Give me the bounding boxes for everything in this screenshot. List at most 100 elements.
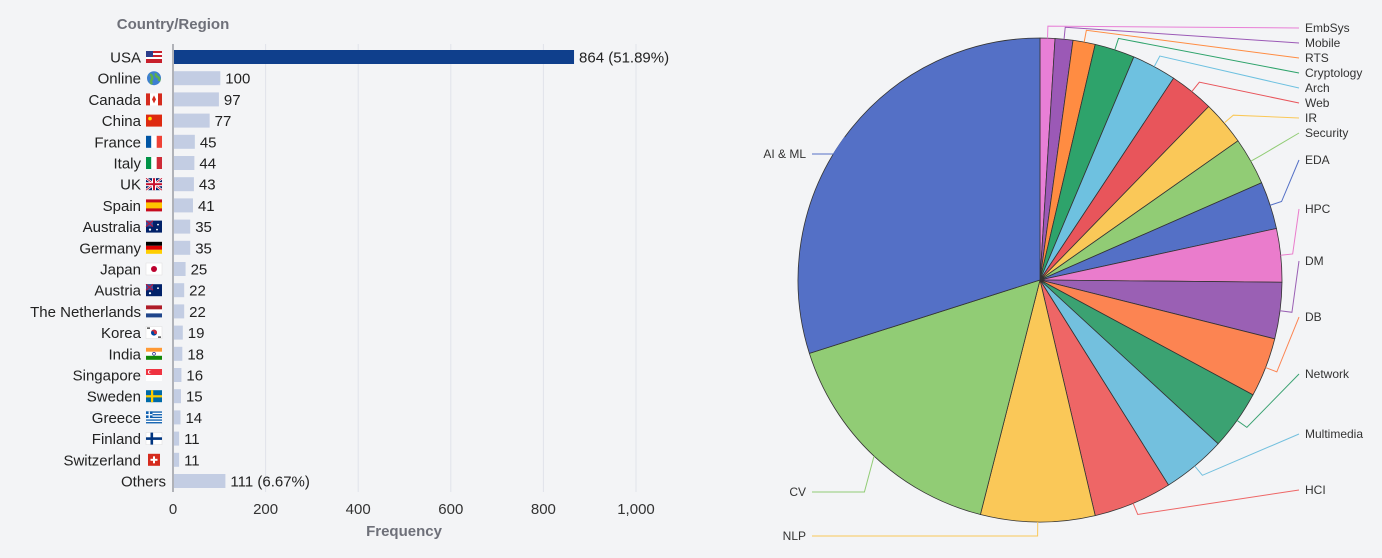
pie-label-mobile: Mobile <box>1305 36 1341 50</box>
leader-line-arch <box>1153 55 1300 89</box>
category-label-online: Online <box>98 71 141 88</box>
value-label-singapore: 16 <box>186 368 203 385</box>
category-label-japan: Japan <box>100 262 141 279</box>
pie-label-embsys: EmbSys <box>1305 21 1350 35</box>
leader-line-multimedia <box>1194 433 1300 476</box>
value-label-austria: 22 <box>189 283 206 300</box>
pie-label-multimedia: Multimedia <box>1305 427 1363 441</box>
sweden-flag-icon <box>146 390 162 403</box>
category-label-france: France <box>94 134 141 151</box>
india-flag-icon <box>146 347 162 360</box>
category-label-korea: Korea <box>101 325 142 342</box>
leader-line-rts <box>1083 29 1300 59</box>
category-label-canada: Canada <box>88 92 141 109</box>
australia-flag-icon <box>145 220 162 233</box>
pie-label-ai-and-ml: AI & ML <box>763 147 806 161</box>
country-bar-chart: Country/Region USA Online Canada China Franc… <box>30 16 669 540</box>
globe-icon <box>147 71 161 86</box>
pie-slices <box>797 37 1283 523</box>
value-label-china: 77 <box>215 113 232 130</box>
austria-flag-icon <box>145 283 162 297</box>
x-tick-label: 0 <box>169 501 177 518</box>
bar-germany <box>174 240 191 255</box>
value-label-the-netherlands: 22 <box>189 304 206 321</box>
bar-canada <box>174 92 219 107</box>
category-label-others: Others <box>121 474 166 491</box>
category-label-australia: Australia <box>83 219 142 236</box>
value-label-india: 18 <box>187 346 204 363</box>
value-label-uk: 43 <box>199 177 216 194</box>
pie-label-dm: DM <box>1305 254 1324 268</box>
bar-switzerland <box>174 452 180 467</box>
value-label-finland: 11 <box>184 431 200 448</box>
pie-label-db: DB <box>1305 310 1322 324</box>
bar-italy <box>174 156 195 170</box>
value-label-spain: 41 <box>198 198 215 215</box>
leader-line-web <box>1191 81 1300 104</box>
bar-x-tick-labels: 0 200 400 600 800 1,000 <box>169 501 655 518</box>
bar-singapore <box>174 368 182 382</box>
value-label-usa: 864 (51.89%) <box>579 50 669 67</box>
bar-flag-icons <box>145 51 163 466</box>
greece-flag-icon <box>146 411 162 424</box>
bar-australia <box>174 219 191 234</box>
x-tick-label: 600 <box>438 501 463 518</box>
pie-label-security: Security <box>1305 126 1348 140</box>
value-label-germany: 35 <box>195 240 212 257</box>
value-label-korea: 19 <box>188 325 205 342</box>
category-label-china: China <box>102 113 142 130</box>
value-label-online: 100 <box>225 71 250 88</box>
bar-austria <box>174 283 185 298</box>
leader-line-eda <box>1270 159 1300 206</box>
bar-others <box>174 474 226 488</box>
bar-uk <box>174 177 194 192</box>
bar-finland <box>174 431 180 446</box>
leader-line-ai-and-ml <box>812 136 846 155</box>
pie-label-hpc: HPC <box>1305 202 1331 216</box>
value-label-japan: 25 <box>191 262 208 279</box>
pie-label-rts: RTS <box>1305 51 1329 65</box>
leader-line-nlp <box>812 521 1039 537</box>
value-label-switzerland: 11 <box>184 452 200 469</box>
pie-label-hci: HCI <box>1305 483 1326 497</box>
category-label-spain: Spain <box>103 198 141 215</box>
leader-line-db <box>1265 316 1300 373</box>
topic-pie-chart: EmbSysMobileRTSCryptologyArchWebIRSecuri… <box>763 21 1363 543</box>
korea-flag-icon <box>145 326 163 339</box>
x-tick-label: 200 <box>253 501 278 518</box>
pie-slice-nlp <box>980 279 1096 523</box>
leader-line-hpc <box>1280 208 1300 256</box>
category-label-austria: Austria <box>94 283 141 300</box>
category-label-greece: Greece <box>92 410 141 427</box>
category-label-india: India <box>108 346 141 363</box>
leader-line-cv <box>812 455 875 493</box>
bar-france <box>174 134 195 149</box>
switzerland-flag-icon <box>148 453 160 466</box>
category-label-switzerland: Switzerland <box>63 452 141 469</box>
leader-line-dm <box>1279 260 1300 313</box>
netherlands-flag-icon <box>146 305 162 318</box>
bar-grid <box>172 44 637 492</box>
canada-flag-icon <box>146 93 162 106</box>
pie-label-ir: IR <box>1305 111 1317 125</box>
value-label-canada: 97 <box>224 92 241 109</box>
spain-flag-icon <box>146 199 162 212</box>
france-flag-icon <box>146 135 162 148</box>
bar-usa <box>174 50 575 64</box>
bar-chart-title: Country/Region <box>117 16 230 33</box>
pie-label-cryptology: Cryptology <box>1305 66 1362 80</box>
value-label-others: 111 (6.67%) <box>230 474 310 491</box>
bar-category-labels: USA Online Canada China France Italy UK Spain Au… <box>30 50 166 491</box>
japan-flag-icon <box>145 262 163 276</box>
leader-line-security <box>1250 132 1300 162</box>
value-label-greece: 14 <box>185 410 202 427</box>
x-tick-label: 400 <box>346 501 371 518</box>
value-label-australia: 35 <box>195 219 212 236</box>
pie-label-web: Web <box>1305 96 1330 110</box>
leader-line-network <box>1236 373 1300 429</box>
bar-the-netherlands <box>174 304 185 319</box>
germany-flag-icon <box>146 241 162 254</box>
category-label-finland: Finland <box>92 431 141 448</box>
